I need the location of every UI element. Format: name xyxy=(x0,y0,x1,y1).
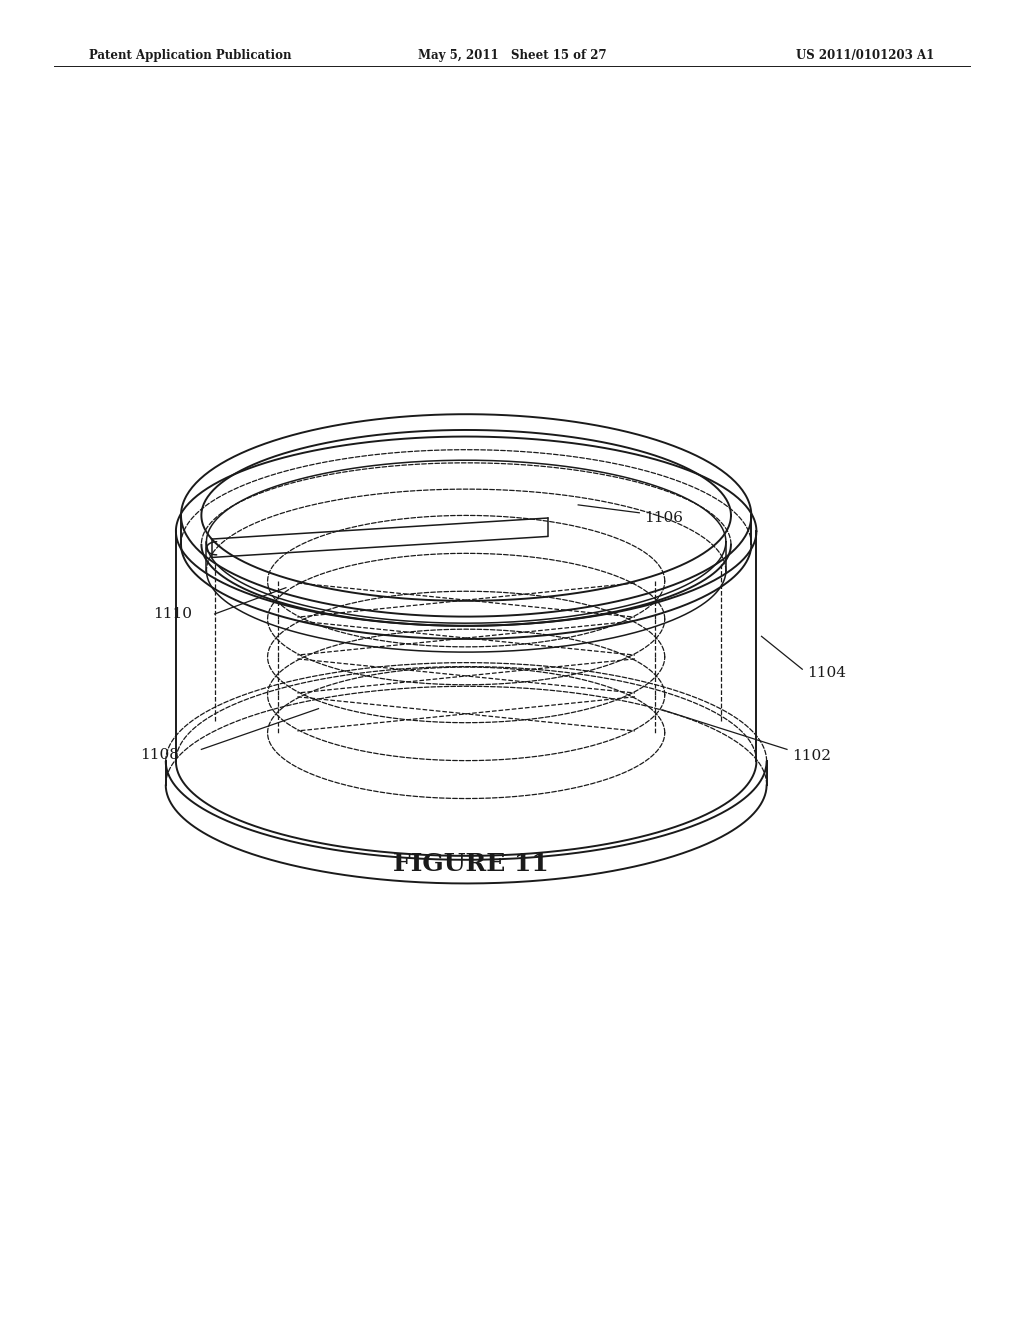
Text: 1104: 1104 xyxy=(807,667,847,680)
Text: 1102: 1102 xyxy=(793,748,831,763)
Text: Patent Application Publication: Patent Application Publication xyxy=(89,49,292,62)
Text: 1106: 1106 xyxy=(644,511,683,525)
Text: 1110: 1110 xyxy=(154,607,193,620)
Text: May 5, 2011   Sheet 15 of 27: May 5, 2011 Sheet 15 of 27 xyxy=(418,49,606,62)
Text: US 2011/0101203 A1: US 2011/0101203 A1 xyxy=(797,49,935,62)
Text: FIGURE 11: FIGURE 11 xyxy=(393,851,549,875)
Text: 1108: 1108 xyxy=(140,747,179,762)
